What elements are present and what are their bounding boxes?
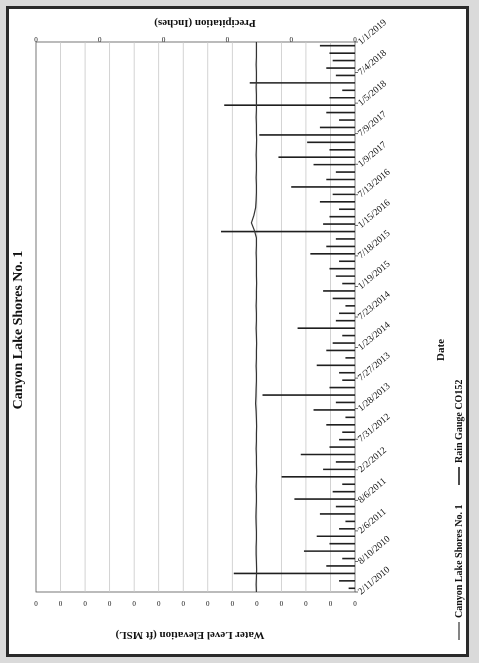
chart-title: Canyon Lake Shores No. 1 bbox=[11, 251, 26, 410]
legend-label-rain: Rain Gauge CO152 bbox=[454, 380, 465, 463]
right-axis-label: Precipitation (Inches) bbox=[154, 17, 256, 29]
date-tick-label: 7/13/2016 bbox=[357, 167, 393, 200]
left-axis-label: Water Level Elevation (ft MSL) bbox=[115, 629, 264, 641]
left-axis-tick-label: 0 bbox=[58, 599, 62, 607]
left-axis-tick-label: 0 bbox=[255, 599, 259, 607]
right-axis-tick-label: 0 bbox=[34, 35, 38, 43]
right-axis-tick-label: 0 bbox=[161, 35, 165, 43]
date-tick-label: 8/6/2011 bbox=[357, 476, 389, 505]
left-axis-tick-label: 0 bbox=[304, 599, 308, 607]
legend-label-water: Canyon Lake Shores No. 1 bbox=[454, 505, 465, 618]
left-axis-tick-label: 0 bbox=[132, 599, 136, 607]
date-tick-label: 7/4/2018 bbox=[357, 48, 389, 78]
date-tick-label: 1/1/2019 bbox=[357, 18, 389, 48]
plot-area bbox=[35, 41, 356, 593]
date-tick-label: 2/11/2010 bbox=[357, 565, 393, 597]
left-axis-tick-label: 0 bbox=[230, 599, 234, 607]
date-tick-label: 1/19/2015 bbox=[357, 259, 393, 292]
date-tick-label: 7/31/2012 bbox=[357, 412, 393, 445]
right-axis-tick-label: 0 bbox=[289, 35, 293, 43]
left-axis-tick-label: 0 bbox=[206, 599, 210, 607]
right-axis-tick-label: 0 bbox=[98, 35, 102, 43]
x-axis-label: Date bbox=[435, 339, 447, 361]
date-tick-label: 8/10/2010 bbox=[357, 534, 393, 567]
left-axis-tick-label: 0 bbox=[107, 599, 111, 607]
date-tick-label: 7/9/2017 bbox=[357, 109, 389, 139]
water-level-line bbox=[250, 42, 258, 593]
date-tick-label: 2/6/2011 bbox=[357, 507, 389, 536]
left-axis-tick-label: 0 bbox=[279, 599, 283, 607]
left-axis-tick-label: 0 bbox=[34, 599, 38, 607]
right-axis-tick-label: 0 bbox=[225, 35, 229, 43]
date-tick-label: 1/28/2013 bbox=[357, 381, 393, 414]
date-tick-label: 7/23/2014 bbox=[357, 290, 393, 323]
plot-layer bbox=[35, 41, 358, 593]
left-axis-tick-label: 0 bbox=[181, 599, 185, 607]
left-axis-tick-label: 0 bbox=[156, 599, 160, 607]
date-tick-label: 7/27/2013 bbox=[357, 351, 393, 384]
left-axis-tick-label: 0 bbox=[328, 599, 332, 607]
date-tick-label: 7/18/2015 bbox=[357, 229, 393, 262]
date-tick-label: 1/15/2016 bbox=[357, 198, 393, 231]
date-tick-label: 2/2/2012 bbox=[357, 446, 389, 476]
right-axis-tick-label: 0 bbox=[353, 35, 357, 43]
left-axis-tick-label: 0 bbox=[83, 599, 87, 607]
date-tick-label: 1/23/2014 bbox=[357, 320, 393, 353]
left-axis-tick-label: 0 bbox=[353, 599, 357, 607]
date-tick-label: 1/5/2018 bbox=[357, 79, 389, 109]
date-tick-label: 1/9/2017 bbox=[357, 140, 389, 170]
